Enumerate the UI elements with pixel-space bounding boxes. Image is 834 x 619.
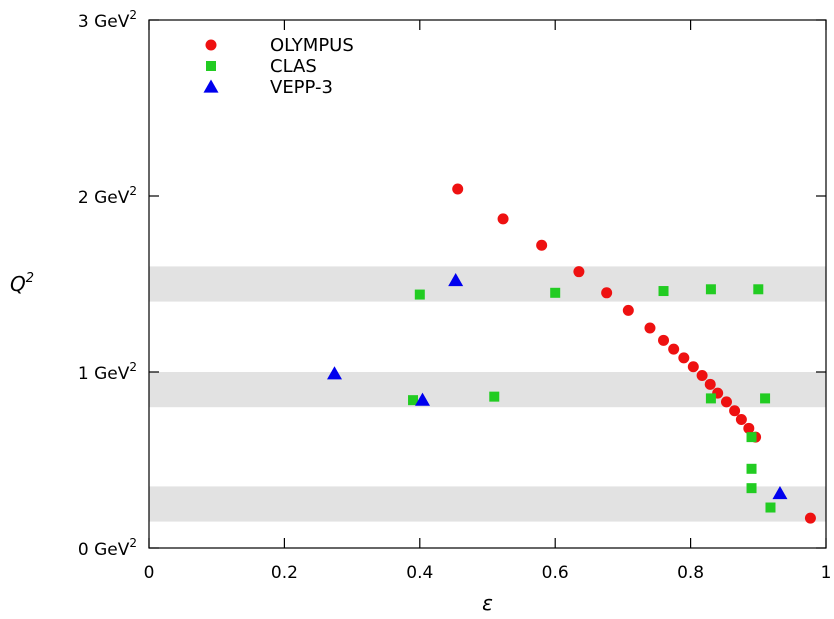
clas-point [765, 502, 776, 513]
legend-label-vepp-3: VEPP-3 [270, 77, 333, 98]
legend-marker-olympus [205, 39, 217, 51]
x-axis-label: ε [482, 591, 493, 615]
legend-marker-vepp-3 [203, 79, 219, 93]
clas-point [489, 391, 500, 402]
olympus-point [704, 378, 716, 390]
olympus-point [536, 239, 548, 251]
olympus-point [573, 266, 585, 278]
olympus-point [601, 287, 613, 299]
vepp-3-point [772, 485, 788, 500]
legend-marker-clas [206, 61, 216, 71]
clas-point [414, 289, 425, 300]
vepp-3-point [415, 392, 431, 406]
y-tick-label: 2 GeV2 [78, 184, 137, 208]
y-axis-label-text: Q [10, 272, 26, 296]
clas-point [753, 284, 764, 295]
x-tick-label: 0 [144, 563, 155, 583]
y-axis-label-superscript: 2 [26, 271, 34, 286]
olympus-point [497, 213, 509, 225]
olympus-point [729, 405, 741, 417]
clas-point [746, 463, 757, 474]
clas-point [746, 483, 757, 494]
y-tick-label: 3 GeV2 [78, 8, 137, 32]
data-points [326, 183, 816, 524]
x-tick-label: 0.8 [677, 563, 704, 583]
x-tick-label: 0.2 [271, 563, 298, 583]
vepp-3-point [326, 366, 342, 380]
clas-point [705, 284, 716, 295]
olympus-point [622, 304, 634, 316]
clas-point [550, 287, 561, 298]
olympus-point [678, 352, 690, 364]
shaded-band-1 [149, 266, 826, 302]
olympus-point [696, 370, 708, 382]
band-layer [149, 266, 826, 522]
olympus-point [687, 361, 699, 373]
shaded-band-3 [149, 486, 826, 522]
plot-frame [148, 19, 827, 549]
olympus-point [743, 422, 755, 434]
x-tick-label: 0.6 [542, 563, 569, 583]
olympus-point [668, 343, 680, 355]
olympus-point [644, 322, 656, 334]
vepp-3-point [448, 272, 464, 287]
olympus-point [720, 396, 732, 408]
clas-point [760, 393, 771, 404]
olympus-point [452, 183, 464, 195]
clas-point [705, 393, 716, 404]
clas-point [746, 432, 757, 443]
olympus-point [804, 512, 816, 524]
x-tick-label: 0.4 [406, 563, 433, 583]
olympus-point [658, 334, 670, 346]
y-tick-label: 0 GeV2 [78, 536, 137, 560]
olympus-point [735, 414, 747, 426]
tick-layer: 0 0.2 0.4 0.6 0.8 1 0 GeV2 1 GeV2 2 GeV2 3 GeV2 [78, 8, 832, 583]
x-tick-label: 1 [821, 563, 832, 583]
y-tick-label: 1 GeV2 [78, 360, 137, 384]
clas-point [658, 286, 669, 297]
legend-label-clas: CLAS [270, 56, 317, 77]
legend-label-olympus: OLYMPUS [270, 35, 354, 56]
clas-point [408, 395, 419, 406]
y-axis-label: Q2 [10, 271, 34, 296]
